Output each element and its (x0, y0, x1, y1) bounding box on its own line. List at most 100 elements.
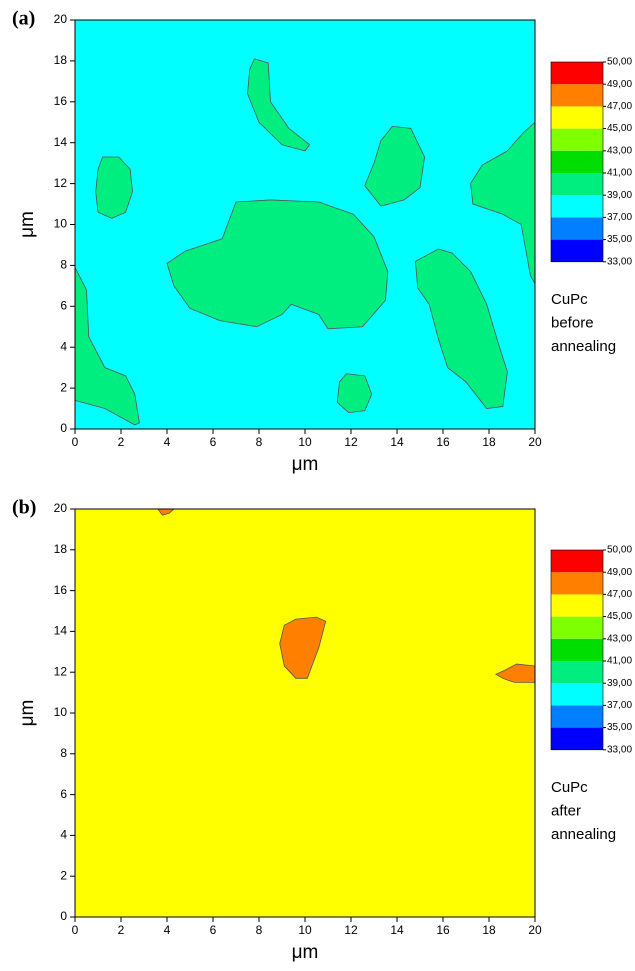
colorbar-band (551, 150, 603, 173)
y-tick-label: 14 (54, 624, 68, 638)
colorbar-label: 43,00 (607, 145, 632, 156)
y-tick-label: 12 (54, 176, 68, 190)
y-tick-label: 4 (60, 339, 67, 353)
y-tick-label: 2 (60, 868, 67, 882)
y-tick-label: 12 (54, 664, 68, 678)
x-tick-label: 2 (118, 923, 125, 937)
y-tick-label: 0 (60, 909, 67, 923)
colorbar-label: 33,00 (607, 256, 632, 267)
x-tick-label: 2 (118, 435, 125, 449)
colorbar-band (551, 683, 603, 706)
colorbar-label: 35,00 (607, 722, 632, 733)
colorbar-band (551, 550, 603, 573)
x-tick-label: 20 (528, 923, 542, 937)
x-tick-label: 0 (72, 435, 79, 449)
plot-background (75, 509, 535, 917)
colorbar-band (551, 594, 603, 617)
colorbar-label: 50,00 (607, 57, 632, 68)
colorbar-band (551, 616, 603, 639)
y-tick-label: 14 (54, 135, 68, 149)
colorbar-band (551, 128, 603, 151)
colorbar-label: 49,00 (607, 567, 632, 578)
annotation: before (551, 314, 594, 331)
contour-panel: 0 2 4 6 8 10 12 14 16 18 20 0 2 4 6 8 10 12 14 16 18 20 μm μm (b… (12, 497, 632, 963)
y-tick-label: 20 (54, 12, 68, 26)
y-tick-label: 18 (54, 542, 68, 556)
colorbar-label: 45,00 (607, 611, 632, 622)
annotation: CuPc (551, 779, 588, 796)
x-tick-label: 18 (482, 923, 496, 937)
x-tick-label: 8 (256, 923, 263, 937)
x-tick-label: 8 (256, 435, 263, 449)
colorbar-label: 33,00 (607, 744, 632, 755)
colorbar-label: 41,00 (607, 168, 632, 179)
colorbar-label: 49,00 (607, 79, 632, 90)
contour-region (495, 663, 535, 683)
y-tick-label: 20 (54, 501, 68, 515)
contour-region (247, 58, 311, 152)
x-tick-label: 16 (436, 435, 450, 449)
y-axis-label: μm (17, 700, 38, 727)
colorbar-band (551, 239, 603, 262)
x-tick-label: 14 (390, 435, 404, 449)
y-tick-label: 16 (54, 94, 68, 108)
x-tick-label: 14 (390, 923, 404, 937)
colorbar-frame (550, 549, 604, 751)
colorbar-label: 35,00 (607, 234, 632, 245)
colorbar-frame (550, 61, 604, 263)
panel-label: (a) (12, 8, 35, 30)
colorbar-band (551, 661, 603, 684)
y-axis-label: μm (17, 211, 38, 238)
y-tick-label: 0 (60, 421, 67, 435)
colorbar-band (551, 62, 603, 85)
y-tick-label: 18 (54, 53, 68, 67)
colorbar-band (551, 638, 603, 661)
colorbar-label: 37,00 (607, 700, 632, 711)
contour-panel: 0 2 4 6 8 10 12 14 16 18 20 0 2 4 6 8 10 12 14 16 18 20 μm μm (a… (12, 8, 632, 475)
contour-region (157, 509, 175, 516)
x-tick-label: 6 (210, 435, 217, 449)
x-tick-label: 10 (298, 435, 312, 449)
colorbar-label: 50,00 (607, 545, 632, 556)
y-tick-label: 4 (60, 828, 67, 842)
contour-region (75, 267, 140, 426)
annotation: annealing (551, 338, 616, 355)
y-tick-label: 6 (60, 298, 67, 312)
colorbar-band (551, 572, 603, 595)
colorbar-band (551, 195, 603, 218)
colorbar-label: 41,00 (607, 656, 632, 667)
x-tick-label: 4 (164, 923, 171, 937)
y-tick-label: 16 (54, 583, 68, 597)
y-tick-label: 10 (54, 217, 68, 231)
colorbar-band (551, 705, 603, 728)
x-tick-label: 6 (210, 923, 217, 937)
x-tick-label: 12 (344, 923, 358, 937)
x-axis-label: μm (292, 454, 319, 475)
contour-region (166, 199, 389, 330)
x-tick-label: 16 (436, 923, 450, 937)
y-tick-label: 2 (60, 380, 67, 394)
colorbar-band (551, 106, 603, 129)
x-tick-label: 4 (164, 435, 171, 449)
contour-region (414, 248, 508, 409)
x-axis-label: μm (292, 942, 319, 963)
contour-region (470, 121, 535, 285)
colorbar-label: 43,00 (607, 633, 632, 644)
contour-region (95, 156, 133, 219)
colorbar-band (551, 217, 603, 240)
y-tick-label: 8 (60, 258, 67, 272)
colorbar-label: 45,00 (607, 123, 632, 134)
x-tick-label: 12 (344, 435, 358, 449)
annotation: after (551, 802, 581, 819)
y-tick-label: 6 (60, 787, 67, 801)
annotation: annealing (551, 826, 616, 843)
x-tick-label: 0 (72, 923, 79, 937)
colorbar-label: 39,00 (607, 190, 632, 201)
contour-region (336, 373, 373, 414)
annotation: CuPc (551, 291, 588, 308)
contour-region (364, 125, 426, 207)
colorbar-label: 37,00 (607, 212, 632, 223)
x-tick-label: 20 (528, 435, 542, 449)
colorbar-band (551, 727, 603, 750)
